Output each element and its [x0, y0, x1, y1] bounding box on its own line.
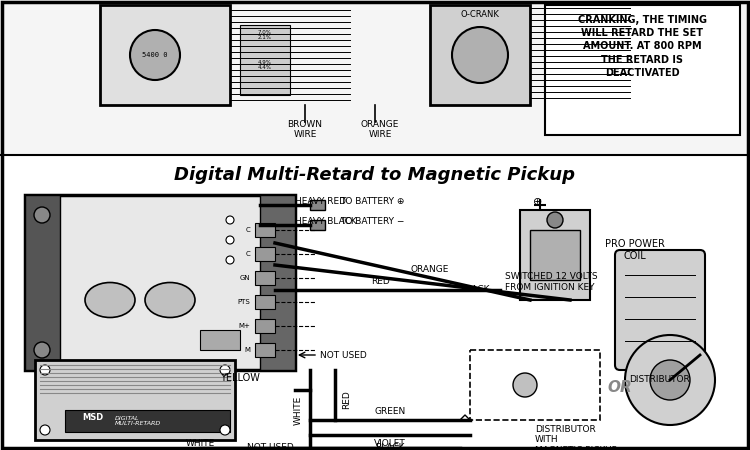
Circle shape — [34, 207, 50, 223]
Bar — [545, 5, 740, 135]
FancyBboxPatch shape — [615, 250, 705, 370]
Circle shape — [625, 335, 715, 425]
Circle shape — [513, 373, 537, 397]
Text: CRANKING, THE TIMING
WILL RETARD THE SET
AMOUNT. AT 800 RPM
THE RETARD IS
DEACTI: CRANKING, THE TIMING WILL RETARD THE SET… — [578, 15, 706, 78]
Bar — [255, 295, 275, 309]
Text: O-CRANK: O-CRANK — [460, 10, 500, 19]
Circle shape — [130, 30, 180, 80]
Text: WHITE: WHITE — [293, 396, 302, 425]
Circle shape — [34, 342, 50, 358]
Bar — [25, 195, 60, 370]
Ellipse shape — [85, 283, 135, 318]
Bar — [520, 210, 590, 300]
Text: BROWN
WIRE: BROWN WIRE — [287, 120, 322, 140]
Text: PRO POWER
COIL: PRO POWER COIL — [605, 239, 664, 261]
Bar — [310, 200, 325, 210]
Text: DISTRIBUTOR
WITH
MAGNETIC PICKUP: DISTRIBUTOR WITH MAGNETIC PICKUP — [535, 425, 617, 450]
Bar — [470, 350, 600, 420]
Bar — [310, 220, 325, 230]
Text: M+: M+ — [238, 323, 250, 329]
Text: RED: RED — [370, 278, 389, 287]
Bar — [255, 319, 275, 333]
Text: MSD: MSD — [82, 413, 104, 422]
Text: BLACK: BLACK — [460, 285, 490, 294]
Text: DIGITAL
MULTI-RETARD: DIGITAL MULTI-RETARD — [115, 416, 161, 427]
Text: 7.0%
2.1%: 7.0% 2.1% — [258, 30, 272, 40]
Text: TO BATTERY ⊕: TO BATTERY ⊕ — [340, 198, 404, 207]
Circle shape — [226, 216, 234, 224]
Text: HEAVY RED: HEAVY RED — [295, 198, 346, 207]
Text: C: C — [245, 251, 250, 257]
Text: Digital Multi-Retard to Magnetic Pickup: Digital Multi-Retard to Magnetic Pickup — [175, 166, 575, 184]
Bar — [530, 230, 580, 280]
Text: 5400 0: 5400 0 — [142, 52, 168, 58]
Text: SWITCHED 12 VOLTS
FROM IGNITION KEY: SWITCHED 12 VOLTS FROM IGNITION KEY — [505, 272, 598, 292]
Text: ⊕: ⊕ — [533, 197, 543, 207]
Bar — [255, 247, 275, 261]
Text: C: C — [245, 227, 250, 233]
Bar — [255, 271, 275, 285]
Text: PTS: PTS — [237, 299, 250, 305]
Text: YELLOW: YELLOW — [220, 373, 260, 383]
Circle shape — [220, 425, 230, 435]
Text: TO BATTERY −: TO BATTERY − — [340, 217, 404, 226]
Bar — [65, 410, 230, 432]
Text: WHITE: WHITE — [185, 438, 214, 447]
Text: NOT USED: NOT USED — [247, 444, 293, 450]
Bar — [0, 0, 750, 155]
Text: ORANGE: ORANGE — [411, 266, 449, 274]
Circle shape — [226, 236, 234, 244]
Bar — [260, 195, 295, 370]
Circle shape — [226, 256, 234, 264]
Text: GN: GN — [239, 275, 250, 281]
Bar — [35, 360, 235, 440]
Text: DISTRIBUTOR: DISTRIBUTOR — [630, 375, 690, 384]
Circle shape — [547, 212, 563, 228]
Text: VIOLET: VIOLET — [374, 438, 406, 447]
Bar — [430, 5, 530, 105]
Text: OR: OR — [608, 381, 632, 396]
Bar — [240, 25, 290, 95]
Text: GREEN: GREEN — [374, 408, 406, 417]
Bar — [255, 343, 275, 357]
Bar — [25, 195, 295, 370]
Text: M: M — [244, 347, 250, 353]
Circle shape — [452, 27, 508, 83]
Text: HEAVY BLACK: HEAVY BLACK — [295, 217, 357, 226]
Text: NOT USED: NOT USED — [320, 351, 367, 360]
Bar — [100, 5, 230, 105]
Text: BLACK: BLACK — [375, 444, 405, 450]
Bar — [200, 330, 240, 350]
Circle shape — [220, 365, 230, 375]
Bar — [255, 223, 275, 237]
Circle shape — [650, 360, 690, 400]
Circle shape — [40, 365, 50, 375]
Text: 4.9%
4.4%: 4.9% 4.4% — [258, 59, 272, 70]
Ellipse shape — [145, 283, 195, 318]
Text: ORANGE
WIRE: ORANGE WIRE — [361, 120, 399, 140]
Circle shape — [40, 425, 50, 435]
Text: RED: RED — [343, 391, 352, 410]
